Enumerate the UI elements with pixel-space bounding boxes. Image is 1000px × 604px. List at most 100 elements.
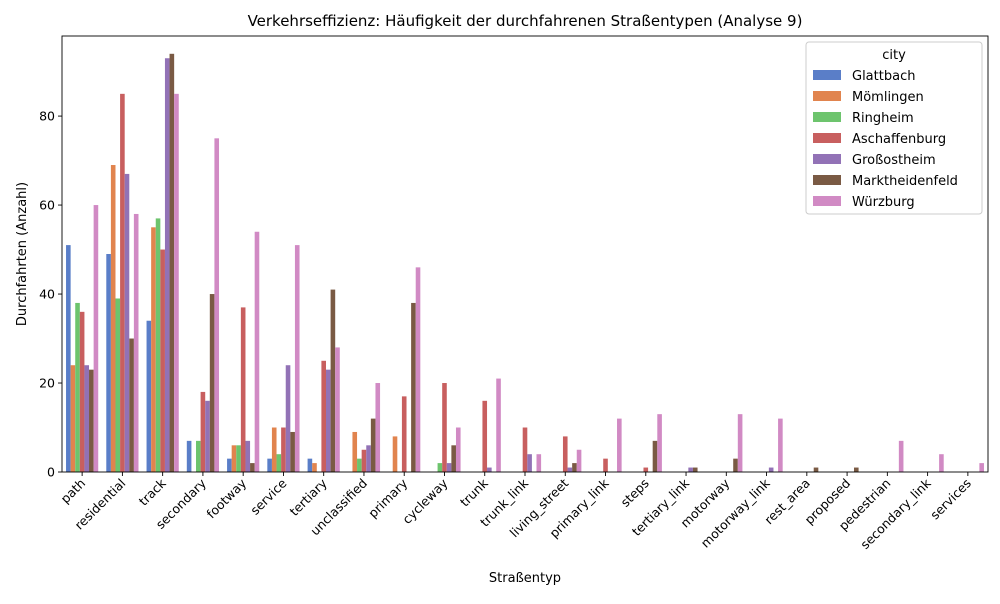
bar-cycleway-Marktheidenfeld <box>451 445 456 472</box>
bar-cycleway-Ringheim <box>437 463 443 472</box>
legend-swatch-Marktheidenfeld <box>813 175 841 185</box>
bar-path-Mömlingen <box>70 365 76 472</box>
bar-residential-Marktheidenfeld <box>129 338 134 472</box>
bar-tertiary-Aschaffenburg <box>321 360 326 472</box>
bar-path-Aschaffenburg <box>79 311 85 472</box>
bar-residential-Großostheim <box>124 173 130 473</box>
bar-services-Würzburg <box>979 463 984 472</box>
bar-track-Würzburg <box>174 93 179 472</box>
bar-footway-Würzburg <box>254 231 260 472</box>
bar-unclassified-Ringheim <box>357 458 362 472</box>
bar-motorway-Würzburg <box>737 414 743 472</box>
bar-secondary-Ringheim <box>196 440 201 472</box>
bar-secondary-Großostheim <box>205 400 210 472</box>
legend-swatch-Großostheim <box>813 154 841 164</box>
legend-swatch-Mömlingen <box>813 91 841 101</box>
y-axis-label: Durchfahrten (Anzahl) <box>15 182 30 326</box>
legend-entry-Würzburg: Würzburg <box>852 195 915 210</box>
bar-unclassified-Großostheim <box>366 445 371 472</box>
bar-path-Glattbach <box>66 245 71 472</box>
bar-cycleway-Würzburg <box>455 427 461 472</box>
bar-service-Marktheidenfeld <box>290 431 295 472</box>
y-tick-label: 60 <box>39 198 55 213</box>
y-tick-label: 40 <box>39 287 55 302</box>
bar-proposed-Marktheidenfeld <box>853 467 859 472</box>
bar-service-Aschaffenburg <box>281 427 286 472</box>
bar-primary-Mömlingen <box>392 436 398 472</box>
bar-service-Mömlingen <box>271 427 277 472</box>
legend-entry-Ringheim: Ringheim <box>852 111 914 126</box>
legend-entry-Marktheidenfeld: Marktheidenfeld <box>852 174 958 189</box>
bar-track-Aschaffenburg <box>160 249 165 472</box>
x-tick-label-steps: steps <box>618 476 652 510</box>
bar-trunk-Aschaffenburg <box>482 400 488 472</box>
bar-unclassified-Aschaffenburg <box>361 449 367 472</box>
x-tick-label-path: path <box>58 476 89 507</box>
legend-swatch-Aschaffenburg <box>813 133 841 143</box>
bar-track-Großostheim <box>164 58 170 473</box>
bar-primary_link-Aschaffenburg <box>603 458 608 472</box>
bar-living_street-Würzburg <box>576 449 582 472</box>
bar-service-Glattbach <box>267 458 272 472</box>
bar-track-Marktheidenfeld <box>169 53 175 473</box>
legend: city Glattbach Mömlingen Ringheim Aschaffenb… <box>805 41 983 215</box>
bar-unclassified-Mömlingen <box>352 431 358 472</box>
bar-footway-Glattbach <box>227 458 232 472</box>
bar-residential-Aschaffenburg <box>120 93 125 472</box>
bar-track-Glattbach <box>146 320 152 472</box>
bar-service-Würzburg <box>294 245 300 472</box>
bar-living_street-Aschaffenburg <box>562 436 568 472</box>
bar-footway-Marktheidenfeld <box>250 463 255 472</box>
x-tick-label-trunk: trunk <box>457 475 492 510</box>
bar-living_street-Marktheidenfeld <box>572 463 577 472</box>
x-axis-label: Straßentyp <box>489 571 561 586</box>
legend-swatch-Glattbach <box>813 70 841 80</box>
legend-entry-Glattbach: Glattbach <box>852 69 915 84</box>
legend-entry-Aschaffenburg: Aschaffenburg <box>852 132 946 147</box>
bar-primary_link-Würzburg <box>617 418 622 472</box>
bar-path-Ringheim <box>75 302 80 472</box>
bar-tertiary-Glattbach <box>307 458 313 472</box>
bar-trunk_link-Würzburg <box>536 454 542 472</box>
bar-tertiary_link-Marktheidenfeld <box>692 467 698 472</box>
bar-footway-Mömlingen <box>231 445 237 472</box>
bar-living_street-Großostheim <box>567 467 573 472</box>
bar-service-Ringheim <box>276 454 282 472</box>
legend-entry-Großostheim: Großostheim <box>852 153 936 168</box>
bar-steps-Würzburg <box>657 414 662 472</box>
bar-residential-Mömlingen <box>110 165 116 472</box>
bar-tertiary_link-Großostheim <box>688 467 693 472</box>
bar-secondary-Aschaffenburg <box>200 391 206 472</box>
bar-rest_area-Marktheidenfeld <box>813 467 819 472</box>
x-tick-label-secondary_link: secondary_link <box>857 475 934 552</box>
legend-title: city <box>882 48 906 63</box>
y-tick-label: 80 <box>39 109 55 124</box>
bar-track-Mömlingen <box>151 227 156 472</box>
bar-pedestrian-Würzburg <box>898 440 904 472</box>
bar-tertiary-Marktheidenfeld <box>330 289 336 472</box>
bar-footway-Großostheim <box>245 440 251 472</box>
chart-title: Verkehrseffizienz: Häufigkeit der durchf… <box>248 12 803 30</box>
bar-residential-Glattbach <box>106 254 111 472</box>
bar-primary-Marktheidenfeld <box>411 302 416 472</box>
bar-secondary-Würzburg <box>214 138 220 472</box>
bar-motorway_link-Würzburg <box>778 418 783 472</box>
y-tick-label: 0 <box>47 465 55 480</box>
bar-tertiary-Würzburg <box>335 347 340 472</box>
bar-path-Marktheidenfeld <box>89 369 94 472</box>
bar-motorway_link-Großostheim <box>768 467 774 472</box>
bar-cycleway-Großostheim <box>446 463 452 472</box>
bar-unclassified-Würzburg <box>375 383 381 472</box>
bar-cycleway-Aschaffenburg <box>442 383 447 472</box>
bar-secondary-Marktheidenfeld <box>209 294 215 472</box>
x-tick-label-footway: footway <box>203 475 249 521</box>
x-tick-label-services: services <box>927 476 974 523</box>
x-tick-label-motorway_link: motorway_link <box>698 475 774 551</box>
x-tick-label-track: track <box>136 475 170 509</box>
bar-path-Großostheim <box>84 365 90 472</box>
bar-trunk-Großostheim <box>487 467 492 472</box>
bar-primary-Würzburg <box>415 267 421 472</box>
bar-residential-Ringheim <box>115 298 121 472</box>
bars-group <box>66 53 984 473</box>
